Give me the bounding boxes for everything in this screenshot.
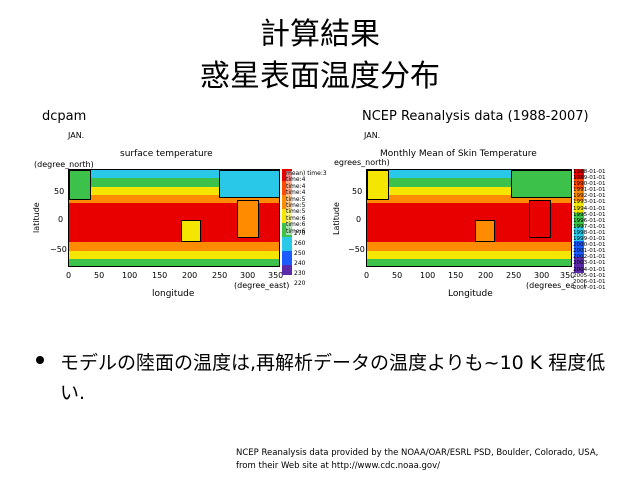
right-plot-x-unit: (degrees_east): [526, 281, 586, 290]
left-ytick-0: 0: [58, 215, 64, 224]
left-plot-ylabel: latitude: [32, 202, 41, 233]
left-plot-label: dcpam: [42, 109, 87, 124]
right-xtick: 0: [364, 271, 370, 280]
right-plot-title: Monthly Mean of Skin Temperature: [380, 149, 537, 159]
left-ytick-50: 50: [54, 187, 65, 196]
left-xtick: 250: [212, 271, 228, 280]
right-legend: 1988-01-01 1989-01-01 1990-01-01 1991-01-01…: [573, 169, 606, 291]
right-plot-ylabel: Latitude: [332, 202, 341, 235]
right-xtick: 300: [534, 271, 550, 280]
slide-title-line1: 計算結果: [260, 17, 380, 52]
right-colorbar: [574, 169, 584, 289]
right-xtick: 350: [560, 271, 576, 280]
data-credit: NCEP Reanalysis data provided by the NOA…: [236, 447, 636, 473]
bullet-dot: [36, 356, 44, 364]
left-xtick: 300: [240, 271, 256, 280]
right-ytick-neg50: −50: [348, 245, 365, 254]
left-temperature-map-panel: JAN. surface temperature (degree_north) …: [28, 131, 328, 305]
left-xtick: 350: [268, 271, 284, 280]
left-xtick: 0: [66, 271, 72, 280]
credit-line1: NCEP Reanalysis data provided by the NOA…: [236, 448, 599, 458]
right-ytick-50: 50: [352, 187, 363, 196]
right-plot-label: NCEP Reanalysis data (1988-2007): [362, 109, 589, 124]
left-colorbar-ticks: 270 260 250 240 230 220: [294, 230, 306, 287]
left-plot-y-unit: (degree_north): [34, 160, 94, 169]
credit-line2: from their Web site at http://www.cdc.no…: [236, 461, 440, 471]
right-map-area: [366, 169, 572, 267]
right-xtick: 250: [506, 271, 522, 280]
right-plot-xlabel: Longitude: [448, 289, 493, 299]
right-xtick: 100: [420, 271, 436, 280]
left-map-area: [68, 169, 280, 267]
left-xtick: 100: [122, 271, 138, 280]
left-xtick: 150: [152, 271, 168, 280]
left-legend: mean) time:3 time:4 time:4 time:4 time:5 time…: [286, 170, 327, 236]
right-plot-month: JAN.: [364, 131, 381, 140]
right-xtick: 200: [478, 271, 494, 280]
bullet-text: モデルの陸面の温度は,再解析データの温度よりも~10 K 程度低い.: [60, 352, 606, 404]
right-plot-y-unit: egrees_north): [334, 158, 390, 167]
slide-title-line2: 惑星表面温度分布: [200, 59, 440, 94]
right-xtick: 50: [392, 271, 403, 280]
left-plot-xlabel: longitude: [152, 289, 195, 299]
left-plot-x-unit: (degree_east): [234, 281, 290, 290]
left-xtick: 50: [94, 271, 105, 280]
left-xtick: 200: [182, 271, 198, 280]
left-plot-month: JAN.: [68, 131, 85, 140]
right-temperature-map-panel: JAN. Monthly Mean of Skin Temperature eg…: [330, 131, 630, 305]
left-plot-title: surface temperature: [120, 149, 213, 159]
right-xtick: 150: [448, 271, 464, 280]
left-ytick-neg50: −50: [50, 245, 67, 254]
right-ytick-0: 0: [356, 215, 362, 224]
